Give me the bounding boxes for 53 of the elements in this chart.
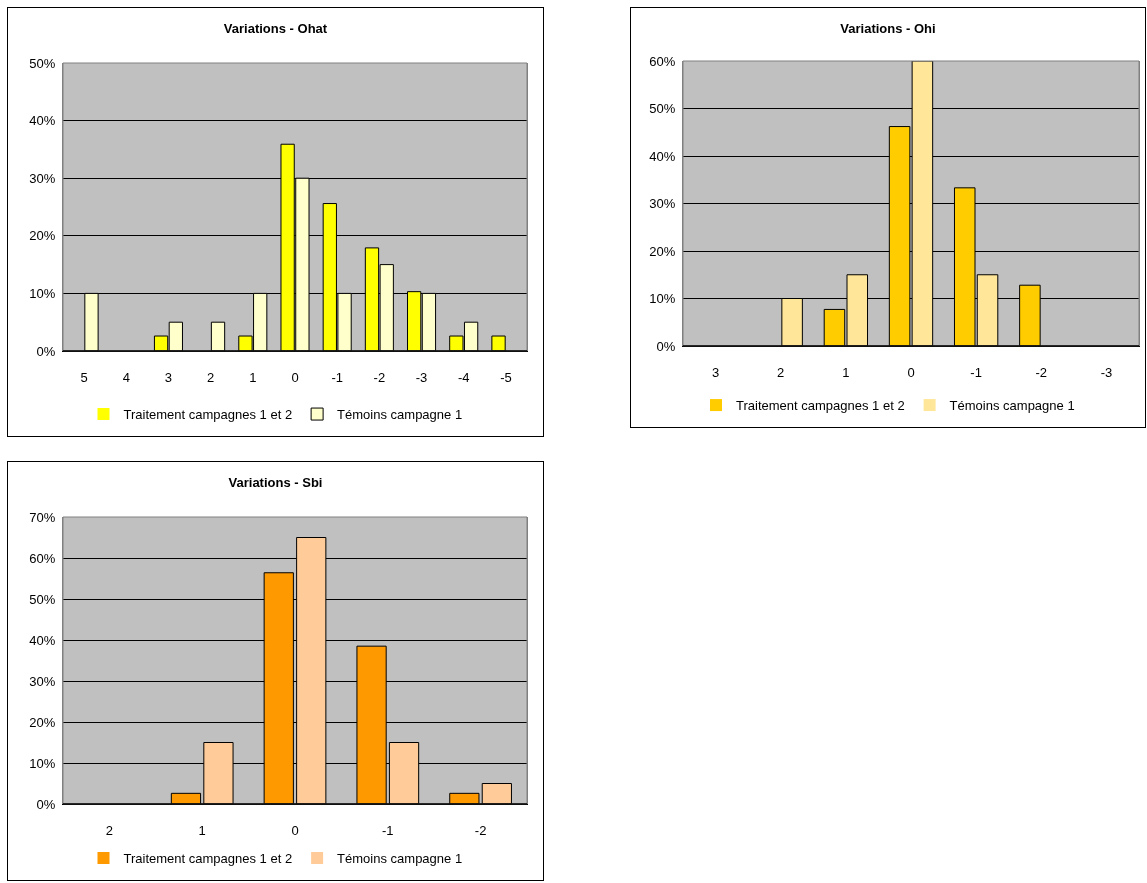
y-tick-label: 0%	[656, 338, 676, 354]
chart-title: Variations - Ohi	[840, 20, 936, 36]
x-tick-label: -4	[457, 369, 470, 385]
x-tick-label: 3	[164, 369, 173, 385]
x-tick-label: -1	[331, 369, 343, 385]
legend-label: Témoins campagne 1	[337, 407, 463, 423]
y-tick-label: 30%	[29, 170, 56, 186]
y-tick-label: 10%	[29, 755, 56, 771]
y-tick-label: 50%	[29, 55, 56, 71]
x-tick-label: 2	[105, 822, 114, 838]
legend-label: Traitement campagnes 1 et 2	[123, 851, 293, 867]
y-tick-label: 70%	[29, 509, 56, 525]
y-tick-label: 30%	[29, 673, 56, 689]
legend-label: Témoins campagne 1	[337, 851, 463, 867]
y-tick-label: 40%	[649, 148, 676, 164]
chart-title: Variations - Ohat	[223, 20, 328, 36]
x-tick-label: 2	[207, 369, 215, 385]
y-tick-label: 40%	[29, 113, 56, 129]
y-tick-label: 20%	[649, 243, 676, 259]
y-tick-label: 0%	[36, 796, 56, 812]
x-tick-label: -2	[1035, 364, 1048, 380]
x-tick-label: 0	[907, 364, 915, 380]
y-tick-label: 10%	[649, 291, 676, 307]
legend-label: Traitement campagnes 1 et 2	[736, 398, 905, 414]
x-tick-label: -3	[1100, 364, 1113, 380]
x-tick-label: -1	[382, 822, 394, 838]
y-tick-label: 10%	[29, 285, 56, 301]
y-tick-label: 20%	[29, 228, 56, 244]
y-tick-label: 20%	[29, 714, 56, 730]
x-tick-label: 5	[80, 369, 88, 385]
x-tick-label: 4	[122, 369, 130, 385]
y-tick-label: 60%	[649, 53, 676, 69]
y-tick-label: 60%	[29, 550, 56, 566]
x-tick-label: 3	[711, 364, 720, 380]
x-tick-label: 1	[198, 822, 206, 838]
x-tick-label: -5	[500, 369, 512, 385]
x-tick-label: -1	[970, 364, 982, 380]
y-tick-label: 50%	[29, 591, 56, 607]
chart-title: Variations - Sbi	[228, 474, 323, 490]
x-tick-label: -2	[373, 369, 386, 385]
x-tick-label: 1	[249, 369, 257, 385]
y-tick-label: 30%	[649, 196, 676, 212]
y-tick-label: 40%	[29, 632, 56, 648]
legend-label: Témoins campagne 1	[949, 398, 1075, 414]
x-tick-label: 0	[291, 369, 299, 385]
x-tick-label: -3	[415, 369, 428, 385]
x-tick-label: 2	[777, 364, 785, 380]
x-tick-label: 1	[842, 364, 850, 380]
x-tick-label: 0	[291, 822, 299, 838]
x-tick-label: -2	[474, 822, 487, 838]
y-tick-label: 50%	[649, 101, 676, 117]
legend-label: Traitement campagnes 1 et 2	[123, 407, 293, 423]
y-tick-label: 0%	[36, 343, 56, 359]
